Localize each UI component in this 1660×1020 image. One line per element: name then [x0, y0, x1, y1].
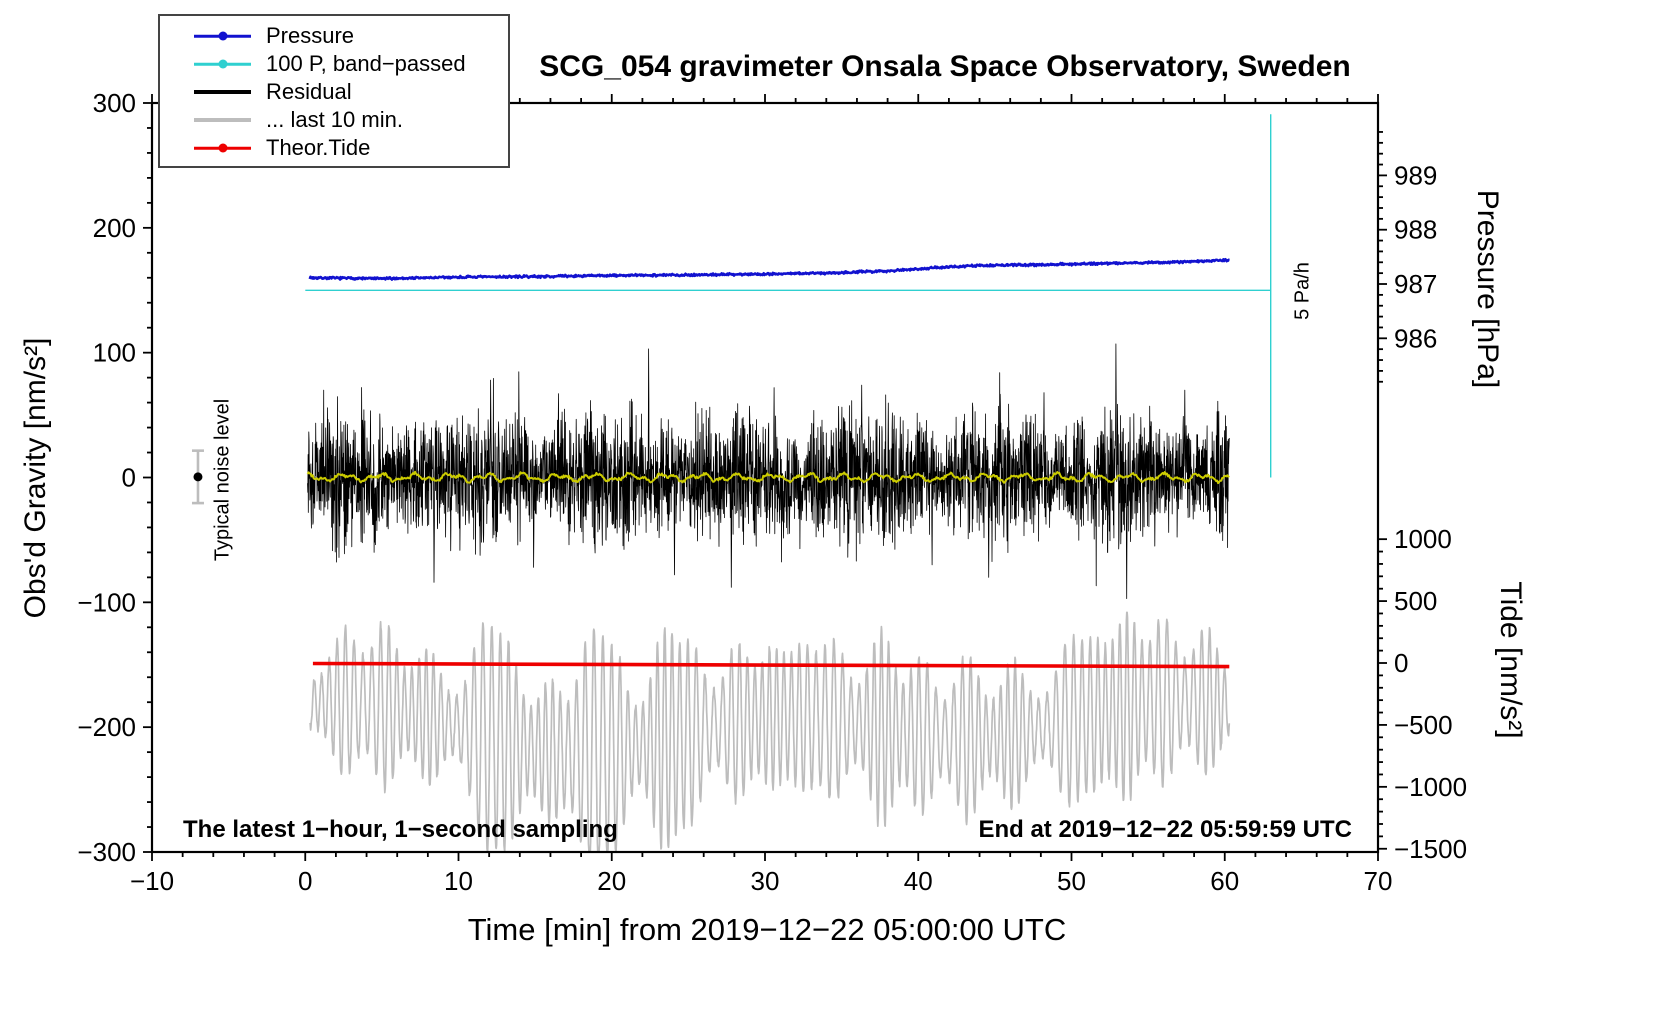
legend-marker-last-10-min-icon: [194, 114, 251, 126]
last-10-min-series: [309, 611, 1231, 852]
pressure-axis-title: Pressure [hPa]: [1471, 189, 1504, 389]
tide-tick-label: −1000: [1394, 772, 1467, 802]
legend-marker-theor-tide-icon: [194, 142, 251, 154]
sampling-note: The latest 1−hour, 1−second sampling: [183, 816, 618, 843]
x-tick-label: 10: [444, 866, 473, 896]
tide-tick-label: 1000: [1394, 524, 1452, 554]
gravity-tick-label: −300: [77, 837, 136, 867]
x-tick-label: 40: [904, 866, 933, 896]
drift-scale-label: 5 Pa/h: [1291, 262, 1314, 320]
legend-item-theor-tide: Theor.Tide: [194, 134, 508, 162]
gravity-tick-label: 100: [93, 338, 136, 368]
legend-label-pressure: Pressure: [266, 23, 355, 48]
end-note: End at 2019−12−22 05:59:59 UTC: [978, 816, 1352, 843]
smoothed-residual-series: [306, 470, 1230, 485]
legend-item-last-10-min: ... last 10 min.: [194, 106, 508, 134]
tide-tick-label: −500: [1394, 710, 1453, 740]
legend-item-residual: Residual: [194, 78, 508, 106]
tide-tick-label: 0: [1394, 648, 1408, 678]
pressure-tick-label: 989: [1394, 160, 1437, 190]
time-axis-title: Time [min] from 2019−12−22 05:00:00 UTC: [467, 912, 1067, 947]
pressure-tick-label: 988: [1394, 215, 1437, 245]
gravity-axis-title: Obs'd Gravity [nm/s²]: [19, 337, 52, 619]
pressure-tick-label: 986: [1394, 323, 1437, 353]
x-tick-label: 50: [1057, 866, 1086, 896]
x-tick-label: 60: [1210, 866, 1239, 896]
residual-series: [307, 343, 1230, 599]
gravity-tick-label: 0: [122, 463, 136, 493]
legend-label-last-10-min: ... last 10 min.: [266, 107, 403, 132]
gravity-tick-label: −200: [77, 712, 136, 742]
chart-title: SCG_054 gravimeter Onsala Space Observat…: [539, 50, 1351, 83]
legend-box: Pressure 100 P, band−passed Residual ...…: [158, 14, 510, 168]
legend-marker-residual-icon: [194, 86, 251, 98]
noise-level-label: Typical noise level: [211, 398, 234, 562]
x-tick-label: 70: [1364, 866, 1393, 896]
x-tick-label: 30: [751, 866, 780, 896]
tide-tick-label: 500: [1394, 586, 1437, 616]
noise-level-dot: [193, 472, 203, 482]
pressure-series: [308, 257, 1230, 281]
x-tick-label: 0: [298, 866, 312, 896]
legend-label-theor-tide: Theor.Tide: [266, 135, 371, 160]
legend-item-pressure: Pressure: [194, 22, 508, 50]
x-tick-label: 20: [597, 866, 626, 896]
gravity-tick-label: 300: [93, 88, 136, 118]
x-tick-label: −10: [130, 866, 174, 896]
legend-marker-band-passed-icon: [194, 58, 251, 70]
tide-axis-title: Tide [nm/s²]: [1494, 581, 1527, 739]
legend-label-residual: Residual: [266, 79, 352, 104]
gravity-tick-label: 200: [93, 213, 136, 243]
theor-tide-series: [312, 661, 1230, 669]
legend-label-band-passed: 100 P, band−passed: [266, 51, 466, 76]
legend-item-band-passed: 100 P, band−passed: [194, 50, 508, 78]
tide-tick-label: −1500: [1394, 834, 1467, 864]
pressure-tick-label: 987: [1394, 269, 1437, 299]
legend-marker-pressure-icon: [194, 30, 251, 42]
gravity-tick-label: −100: [77, 587, 136, 617]
